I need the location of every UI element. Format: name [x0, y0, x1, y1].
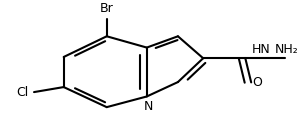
Text: NH₂: NH₂	[274, 43, 298, 56]
Text: N: N	[143, 100, 153, 113]
Text: O: O	[252, 76, 262, 89]
Text: HN: HN	[252, 43, 270, 56]
Text: Br: Br	[100, 2, 114, 15]
Text: Cl: Cl	[17, 86, 29, 99]
